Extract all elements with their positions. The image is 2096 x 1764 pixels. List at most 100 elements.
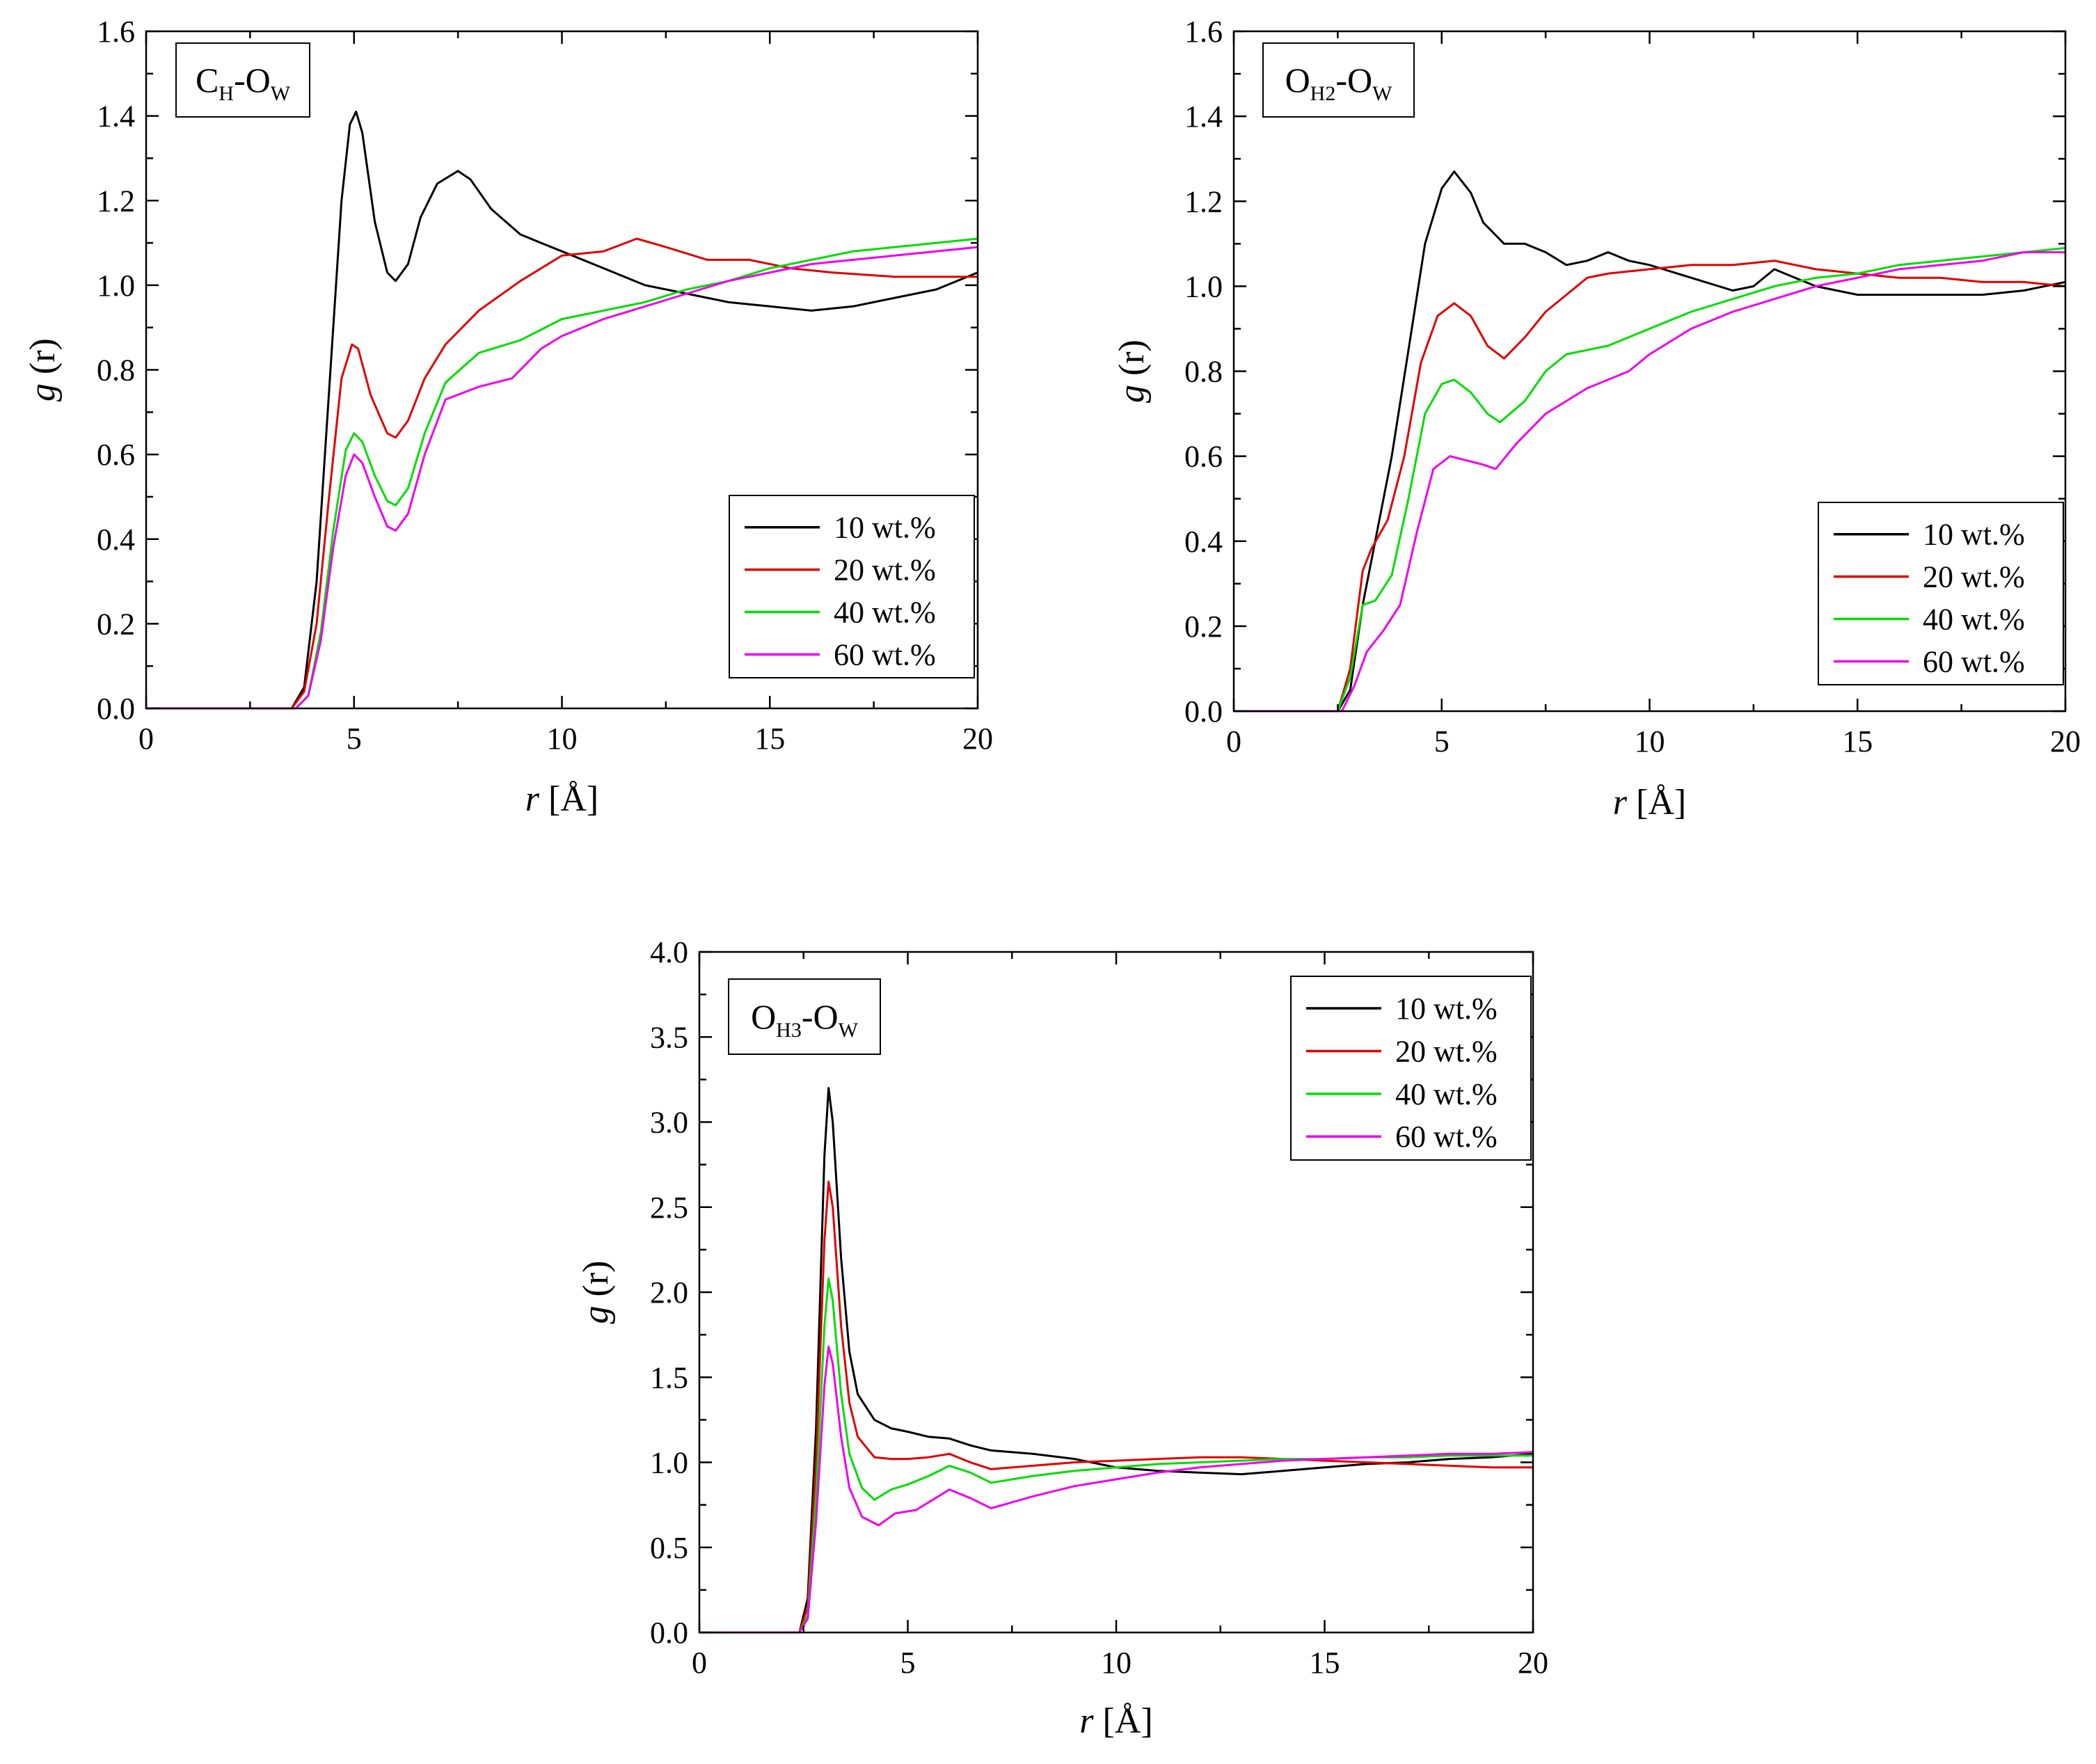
panel-label-main: O (1347, 61, 1372, 100)
y-tick-label: 1.6 (1184, 15, 1223, 49)
panel-label-main: O (1285, 61, 1310, 100)
panel-label-sub: H (219, 82, 234, 105)
x-axis-unit: [Å] (539, 779, 598, 819)
panel-label-box (728, 978, 881, 1055)
x-axis-unit: [Å] (1627, 783, 1686, 823)
y-tick-label: 1.5 (650, 1360, 688, 1394)
panel-label: OH2-OW (1285, 61, 1393, 105)
y-axis-rest: (r) (1112, 340, 1152, 385)
y-tick-label: 1.0 (97, 269, 135, 303)
x-tick-label: 10 (547, 722, 578, 756)
y-tick-label: 3.5 (650, 1020, 688, 1054)
legend-label: 10 wt.% (834, 511, 936, 545)
y-axis-var: g (23, 383, 63, 402)
x-axis-var: r (525, 779, 540, 819)
x-tick-label: 5 (900, 1646, 916, 1680)
legend-label: 60 wt.% (1395, 1120, 1498, 1154)
y-tick-label: 0.6 (1184, 440, 1223, 474)
y-tick-label: 0.8 (1184, 355, 1223, 389)
y-axis-rest: (r) (576, 1261, 616, 1306)
series-line-3 (1234, 246, 2066, 713)
y-tick-label: 1.4 (1184, 100, 1223, 134)
panel-label-sub: W (271, 82, 291, 105)
series-line-2 (146, 237, 978, 710)
y-tick-label: 0.0 (97, 692, 135, 726)
x-tick-label: 10 (1635, 724, 1665, 758)
y-tick-label: 3.0 (650, 1106, 688, 1140)
legend-label: 20 wt.% (834, 553, 936, 587)
x-tick-label: 20 (962, 722, 993, 756)
legend-label: 10 wt.% (1395, 992, 1498, 1026)
x-tick-label: 15 (1842, 724, 1873, 758)
x-tick-label: 5 (347, 722, 362, 756)
x-axis-unit: [Å] (1094, 1701, 1153, 1741)
legend-box (729, 495, 975, 678)
x-tick-label: 0 (692, 1646, 707, 1680)
series-line-3 (146, 237, 978, 710)
y-tick-label: 0.2 (97, 607, 135, 641)
y-tick-label: 0.4 (97, 523, 135, 557)
legend-label: 60 wt.% (834, 637, 936, 672)
panel-label-main: C (196, 61, 219, 100)
y-axis-var: g (1112, 385, 1152, 403)
panel-label-main: O (751, 997, 776, 1036)
y-tick-label: 1.6 (97, 15, 135, 49)
y-tick-label: 1.0 (650, 1446, 688, 1480)
panel-3: 0 5 10 15 20 0.0 0.5 1.0 1.5 2.0 2.5 3.0 3.5 4.0 r [Å]… (576, 935, 1548, 1741)
series-line-1 (146, 111, 978, 710)
legend-label: 20 wt.% (1395, 1034, 1498, 1068)
y-tick-label: 2.0 (650, 1276, 688, 1310)
x-tick-label: 0 (1226, 724, 1241, 758)
legend-label: 10 wt.% (1923, 518, 2025, 552)
y-axis-title: g (r) (576, 1261, 616, 1324)
legend-label: 20 wt.% (1923, 560, 2025, 594)
x-axis-var: r (1613, 783, 1628, 823)
y-tick-label: 0.8 (97, 353, 135, 388)
x-tick-label: 20 (1518, 1646, 1548, 1680)
series-line-4 (699, 1345, 1534, 1634)
panel-label-sub: W (1372, 82, 1392, 105)
legend-label: 40 wt.% (1923, 603, 2025, 637)
series-line-4 (146, 246, 978, 710)
panel-label-box (1262, 42, 1415, 118)
y-tick-label: 0.4 (1184, 525, 1223, 559)
panel-label-dash: - (1335, 61, 1347, 100)
panel-label-sub: H3 (776, 1019, 802, 1042)
panel-label-box (175, 42, 310, 118)
panel-label-dash: - (802, 997, 813, 1036)
panel-label: CH-OW (196, 61, 291, 105)
y-tick-label: 1.2 (97, 184, 135, 218)
x-axis-title: r [Å] (525, 779, 598, 819)
y-axis-title: g (r) (1112, 340, 1152, 403)
y-axis-rest: (r) (23, 338, 63, 383)
y-axis-var: g (576, 1305, 616, 1324)
x-axis-title: r [Å] (1613, 783, 1686, 823)
y-tick-label: 0.5 (650, 1531, 688, 1565)
y-tick-label: 0.0 (1184, 694, 1223, 729)
x-tick-label: 15 (1310, 1646, 1340, 1680)
series-line-4 (1234, 251, 2065, 713)
panel-label: OH3-OW (751, 997, 859, 1042)
panel-2: 0 5 10 15 20 0.0 0.2 0.4 0.6 0.8 1.0 1.2 1.4 1.6 r [Å]… (1112, 15, 2081, 823)
y-tick-label: 0.6 (97, 438, 135, 472)
x-axis-title: r [Å] (1079, 1701, 1152, 1741)
panel-label-sub: W (839, 1019, 859, 1042)
x-tick-label: 20 (2050, 724, 2081, 758)
legend-label: 40 wt.% (1395, 1077, 1498, 1111)
panel-1: 0 5 10 15 20 0.0 0.2 0.4 0.6 0.8 1.0 1.2 1.4 1.6 r [Å]… (23, 15, 993, 819)
y-axis-title: g (r) (23, 338, 63, 402)
y-tick-label: 4.0 (650, 935, 688, 969)
panel-label-sub: H2 (1310, 82, 1336, 105)
panel-label-dash: - (234, 61, 246, 100)
x-axis-var: r (1079, 1701, 1094, 1741)
legend-box (1818, 502, 2064, 685)
panel-label-main: O (813, 997, 839, 1036)
panel-label-main: O (246, 61, 271, 100)
x-tick-label: 15 (754, 722, 785, 756)
legend-label: 40 wt.% (834, 596, 936, 630)
y-tick-label: 0.0 (650, 1616, 688, 1650)
series-line-1 (1234, 170, 2066, 713)
legend-box (1290, 976, 1532, 1161)
y-tick-label: 2.5 (650, 1191, 688, 1225)
